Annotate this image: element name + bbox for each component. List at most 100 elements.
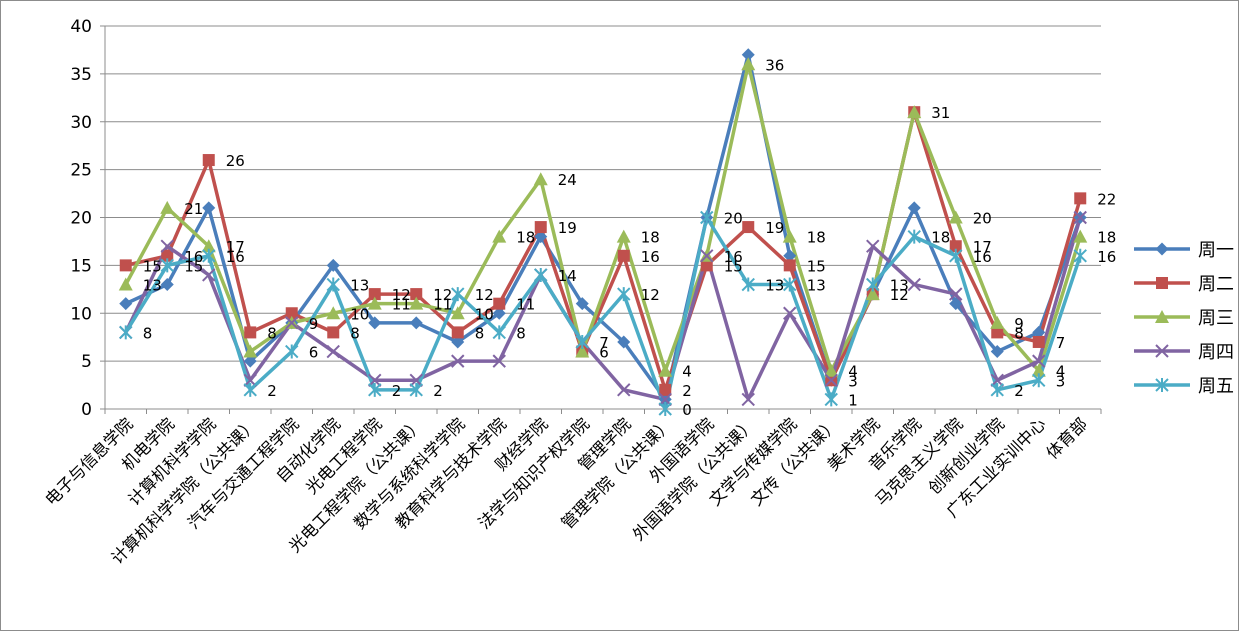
data-label: 16: [724, 248, 743, 266]
data-label: 20: [973, 210, 992, 228]
data-point: [741, 392, 755, 407]
data-point: [243, 354, 257, 368]
data-point: [244, 326, 257, 339]
data-label: 22: [1097, 190, 1116, 208]
data-point: [948, 210, 963, 224]
data-point: [160, 258, 174, 273]
data-point: [202, 248, 216, 263]
data-label: 3: [1056, 372, 1066, 390]
data-label: 13: [807, 277, 826, 295]
legend-marker: [1155, 242, 1169, 256]
series-lines: [124, 52, 1082, 411]
data-label: 3: [848, 372, 858, 390]
data-label: 2: [392, 382, 402, 400]
data-label: 15: [143, 257, 162, 275]
y-tick-label: 20: [70, 209, 92, 229]
data-label: 16: [184, 248, 203, 266]
data-label: 17: [226, 238, 245, 256]
data-point: [866, 239, 880, 253]
data-point: [990, 382, 1004, 397]
data-point: [659, 383, 672, 396]
series-line: [124, 217, 1082, 402]
data-point: [118, 277, 133, 291]
data-point: [243, 344, 258, 358]
series-line: [125, 110, 1082, 392]
data-point: [368, 316, 382, 330]
data-point: [907, 277, 921, 292]
data-label: 12: [433, 286, 452, 304]
data-label: 13: [350, 277, 369, 295]
data-label: 9: [309, 315, 319, 333]
data-point: [409, 296, 424, 310]
legend-label: 周一: [1198, 240, 1234, 261]
data-point: [575, 344, 590, 358]
data-label: 17: [973, 238, 992, 256]
data-point: [824, 373, 838, 387]
data-point: [824, 363, 839, 377]
data-label: 20: [724, 210, 743, 228]
y-tick-label: 35: [70, 65, 92, 85]
data-label: 13: [765, 277, 784, 295]
data-point: [368, 382, 382, 397]
data-label: 6: [309, 344, 319, 362]
data-point: [782, 229, 797, 243]
data-point: [949, 248, 963, 263]
series-line: [124, 62, 1082, 373]
data-label: 0: [682, 401, 692, 419]
data-point: [160, 278, 174, 292]
data-label: 24: [558, 171, 577, 189]
y-tick-label: 40: [70, 17, 92, 37]
data-point: [285, 344, 299, 359]
data-point: [1032, 373, 1046, 388]
data-point: [534, 221, 547, 234]
data-point: [451, 287, 465, 302]
data-point: [949, 297, 963, 311]
data-point: [202, 154, 215, 167]
data-label: 11: [516, 296, 535, 314]
data-point: [1032, 335, 1045, 348]
data-point: [119, 297, 133, 311]
data-point: [617, 287, 631, 302]
data-label: 2: [682, 382, 692, 400]
data-point: [1073, 248, 1087, 263]
data-point: [990, 373, 1004, 387]
data-point: [243, 382, 257, 397]
data-label: 7: [599, 334, 609, 352]
data-point: [119, 325, 133, 340]
data-point: [493, 297, 506, 310]
data-point: [824, 392, 838, 407]
data-label: 15: [807, 257, 826, 275]
data-point: [907, 229, 921, 244]
data-point: [658, 402, 672, 416]
data-point: [451, 354, 465, 368]
legend-label: 周五: [1198, 376, 1234, 397]
gridlines: [105, 25, 1101, 362]
data-point: [161, 249, 174, 262]
data-point: [658, 392, 672, 407]
data-point: [949, 240, 962, 253]
data-point: [409, 316, 423, 330]
data-label: 4: [682, 363, 692, 381]
data-point: [575, 297, 589, 311]
data-point: [326, 277, 340, 292]
data-point: [450, 306, 465, 320]
data-point: [492, 325, 506, 340]
data-label: 13: [890, 277, 909, 295]
data-label: 12: [890, 286, 909, 304]
data-point: [700, 249, 714, 263]
y-tick-label: 25: [70, 161, 92, 181]
data-label: 4: [1056, 363, 1066, 381]
data-label: 21: [184, 200, 203, 218]
y-tick-label: 5: [81, 352, 92, 372]
data-label: 8: [475, 324, 485, 342]
data-point: [409, 373, 423, 387]
data-point: [201, 239, 216, 253]
data-point: [492, 229, 507, 243]
series-markers: [118, 48, 1088, 416]
data-point: [409, 382, 423, 397]
data-point: [410, 288, 423, 301]
data-label: 26: [226, 152, 245, 170]
